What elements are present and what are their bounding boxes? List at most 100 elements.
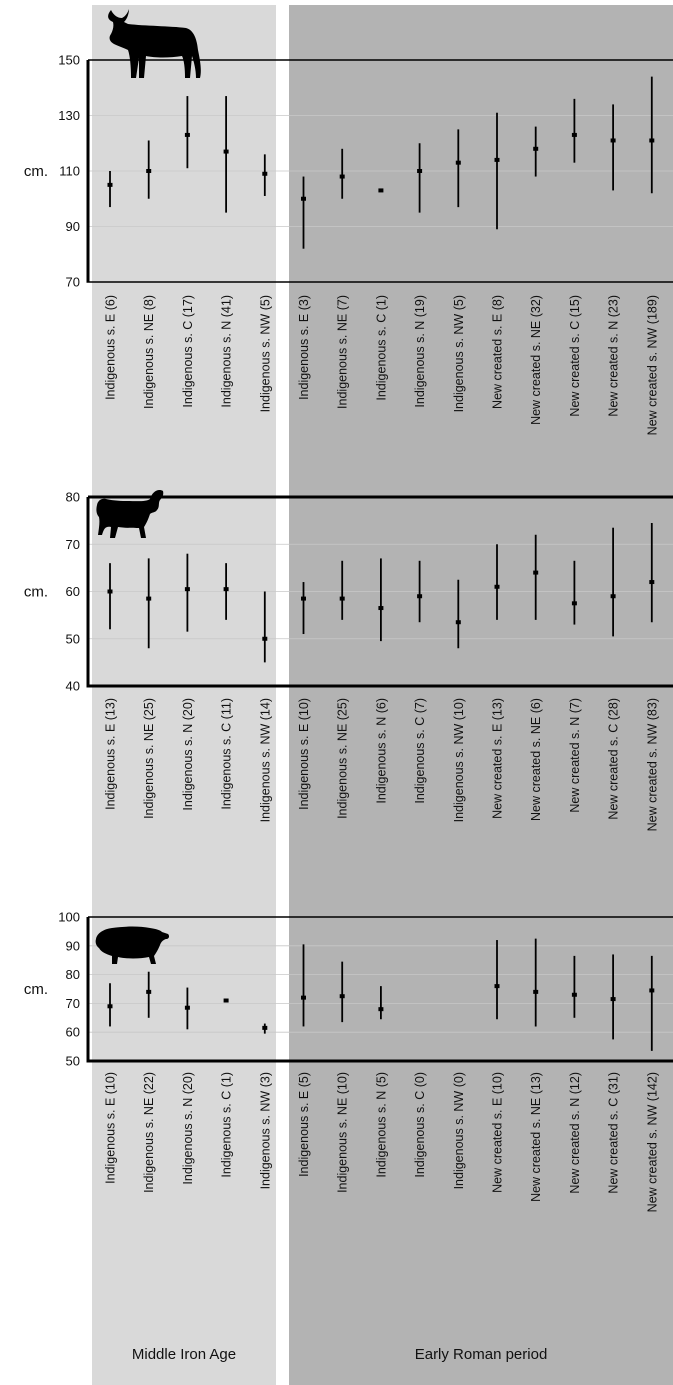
- y-tick-label: 70: [66, 537, 80, 552]
- y-tick-label: 60: [66, 584, 80, 599]
- category-label: Indigenous s. NW (5): [452, 295, 466, 412]
- mean-marker: [610, 997, 616, 1002]
- category-label: New created s. C (31): [607, 1072, 621, 1194]
- mean-marker: [339, 174, 345, 179]
- category-label: Indigenous s. C (0): [413, 1072, 427, 1178]
- mean-marker: [494, 584, 500, 589]
- category-label: Indigenous s. C (17): [181, 295, 195, 408]
- category-label: Indigenous s. E (5): [297, 1072, 311, 1177]
- chart-panel-pig: 50 60 70 80 90 100 cm. Indigenous s. E (10) Indi…: [24, 910, 673, 1212]
- mean-marker: [378, 606, 384, 611]
- category-label: Indigenous s. E (10): [104, 1072, 118, 1184]
- y-tick-label: 90: [66, 219, 80, 234]
- category-label: Indigenous s. E (10): [297, 698, 311, 810]
- category-label: New created s. E (10): [491, 1072, 505, 1193]
- mean-marker: [184, 1005, 190, 1010]
- mean-marker: [301, 995, 306, 1000]
- mean-marker: [339, 994, 345, 999]
- y-tick-label: 130: [58, 108, 80, 123]
- y-axis-label: cm.: [24, 981, 48, 998]
- period-bg-early-roman: [289, 5, 673, 1385]
- mean-marker: [417, 594, 423, 599]
- period-bg-middle-iron-age: [92, 5, 276, 1385]
- mean-marker: [649, 580, 655, 585]
- mean-marker: [571, 992, 577, 997]
- y-tick-label: 50: [66, 631, 80, 646]
- category-label: Indigenous s. E (6): [104, 295, 118, 400]
- mean-marker: [494, 157, 500, 162]
- category-label: Indigenous s. NW (0): [452, 1072, 466, 1189]
- y-axis-label: cm.: [24, 163, 48, 180]
- category-label: New created s. C (28): [607, 698, 621, 820]
- mean-marker: [262, 1025, 268, 1030]
- mean-marker: [494, 984, 500, 989]
- mean-marker: [417, 169, 423, 173]
- mean-marker: [571, 132, 577, 137]
- mean-marker: [146, 596, 152, 601]
- mean-marker: [223, 149, 229, 154]
- mean-marker: [146, 989, 152, 994]
- mean-marker: [107, 1004, 113, 1009]
- category-label: Indigenous s. NE (8): [142, 295, 156, 409]
- chart-panel-sheep: 40 50 60 70 80 cm. Indigenous s. E (13) Indigen…: [24, 490, 673, 831]
- mean-marker: [262, 636, 268, 641]
- category-label: Indigenous s. NW (5): [258, 295, 272, 412]
- chart-panel-cattle: 70 90 110 130 150 cm. Indigenous s. E (6) Indig…: [24, 53, 673, 435]
- mean-marker: [610, 594, 616, 599]
- y-tick-label: 100: [58, 910, 80, 925]
- mean-marker: [533, 570, 539, 575]
- mean-marker: [378, 188, 384, 193]
- category-label: Indigenous s. C (1): [374, 295, 388, 401]
- category-label: New created s. N (12): [568, 1072, 582, 1194]
- category-label: New created s. C (15): [568, 295, 582, 417]
- mean-marker: [107, 182, 113, 187]
- period-label-early-roman: Early Roman period: [415, 1346, 548, 1363]
- mean-marker: [184, 587, 190, 592]
- y-tick-label: 110: [59, 164, 80, 179]
- category-label: Indigenous s. N (19): [413, 295, 427, 408]
- category-label: Indigenous s. N (20): [181, 698, 195, 811]
- category-label: Indigenous s. N (5): [374, 1072, 388, 1178]
- mean-marker: [223, 998, 229, 1003]
- mean-marker: [184, 132, 190, 137]
- category-label: Indigenous s. N (6): [374, 698, 388, 804]
- y-tick-label: 80: [66, 490, 80, 505]
- category-label: New created s. NE (6): [529, 698, 543, 821]
- mean-marker: [649, 988, 655, 993]
- y-tick-label: 70: [66, 275, 80, 290]
- category-label: New created s. E (13): [491, 698, 505, 819]
- sheep-icon: [96, 489, 164, 538]
- category-label: Indigenous s. N (20): [181, 1072, 195, 1185]
- category-label: Indigenous s. NE (25): [142, 698, 156, 819]
- period-label-middle-iron-age: Middle Iron Age: [132, 1346, 236, 1363]
- category-label: Indigenous s. NE (10): [336, 1072, 350, 1193]
- mean-marker: [455, 160, 461, 165]
- mean-marker: [146, 169, 152, 173]
- y-tick-label: 50: [66, 1054, 80, 1069]
- category-label: New created s. NW (142): [645, 1072, 659, 1212]
- mean-marker: [107, 589, 113, 594]
- category-label: Indigenous s. C (7): [413, 698, 427, 804]
- mean-marker: [571, 601, 577, 606]
- category-label: Indigenous s. N (41): [220, 295, 234, 408]
- mean-marker: [455, 620, 461, 625]
- category-label: New created s. N (7): [568, 698, 582, 813]
- mean-marker: [301, 196, 306, 201]
- cattle-icon: [108, 9, 201, 78]
- y-tick-label: 40: [66, 679, 80, 694]
- category-label: Indigenous s. E (13): [104, 698, 118, 810]
- mean-marker: [533, 146, 539, 151]
- y-tick-label: 90: [66, 938, 80, 953]
- mean-marker: [610, 138, 616, 143]
- category-label: New created s. NE (13): [529, 1072, 543, 1202]
- category-label: Indigenous s. NW (10): [452, 698, 466, 822]
- y-tick-label: 150: [58, 53, 80, 68]
- y-tick-label: 70: [66, 996, 80, 1011]
- mean-marker: [533, 989, 539, 994]
- category-label: Indigenous s. E (3): [297, 295, 311, 400]
- category-label: New created s. NE (32): [529, 295, 543, 425]
- category-label: Indigenous s. NW (3): [258, 1072, 272, 1189]
- category-label: New created s. N (23): [607, 295, 621, 417]
- y-axis-label: cm.: [24, 584, 48, 601]
